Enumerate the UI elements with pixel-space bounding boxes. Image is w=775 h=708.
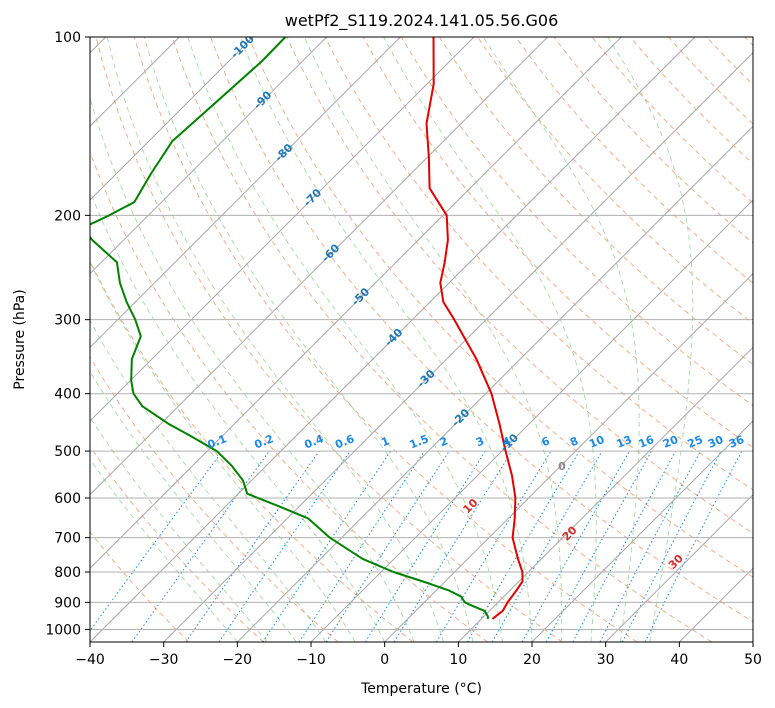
moist-adiabat-line [90,370,297,642]
isotherm-line [531,420,753,642]
x-tick-label: 20 [523,652,541,668]
y-tick-label: 700 [54,531,81,547]
x-axis-label: Temperature (°C) [360,681,482,697]
y-tick-label: 800 [54,565,81,581]
moist-adiabat-label: 0 [558,460,566,473]
isotherm-line [90,37,328,275]
profile-series [90,37,524,620]
mixing-ratio-label: 25 [686,433,705,451]
y-tick-label: 100 [54,30,81,46]
dry-adiabat-line [90,150,488,642]
mixing-ratio-line [218,450,351,642]
axis-ticks: −40 −30 −20 −10 0 10 20 30 40 5010020030040050060… [45,30,762,668]
moist-adiabat-line [90,260,356,642]
moist-adiabat-line [239,37,533,642]
y-tick-label: 500 [54,444,81,460]
chart-title: wetPf2_S119.2024.141.05.56.G06 [285,11,559,31]
dry-adiabat-line [210,37,753,623]
dry-adiabat-line [90,445,264,642]
temperature-profile-line [425,37,524,620]
mixing-ratio-label: 10 [587,433,606,451]
mixing-ratio-line [131,450,270,642]
mixing-ratio-line [325,450,450,642]
moist-adiabat-line [607,37,694,642]
isotherm-line [384,272,753,642]
y-tick-label: 200 [54,208,81,224]
isotherm-line [236,125,753,642]
y-tick-label: 600 [54,491,81,507]
mixing-ratio-label: 36 [727,433,746,451]
dry-adiabat-line [90,356,339,642]
mixing-ratio-line [298,450,425,642]
x-tick-label: −20 [223,652,253,668]
moist-adiabat-line [90,458,238,642]
mixing-ratio-label: 20 [661,433,680,451]
dry-adiabat-line [90,531,190,642]
x-tick-label: 30 [597,652,615,668]
dry-adiabat-line [95,37,563,642]
mixing-ratio-label: 16 [637,433,656,451]
mixing-ratio-label: 3 [474,434,486,449]
mixing-ratio-line [644,450,743,642]
mixing-ratio-label: 13 [615,433,634,451]
isotherm-line [90,37,401,349]
x-tick-label: 10 [449,652,467,668]
line-labels: 0.1 0.2 0.4 0.6 1 1.5 2 3 4 6 8 10 13 16 20 25 30 36-100-… [206,37,747,572]
isotherm-line [90,37,696,642]
moist-adiabat-line [90,190,386,642]
dry-adiabat-line [515,37,753,284]
mixing-ratio-label: 30 [706,433,725,451]
background-lines [90,37,753,642]
isotherm-line [90,37,254,201]
x-tick-label: 40 [670,652,688,668]
y-tick-label: 400 [54,387,81,403]
mixing-ratio-label: 2 [438,434,450,449]
moist-adiabat-line [143,37,474,642]
x-tick-label: −30 [149,652,179,668]
mixing-ratio-line [572,450,677,642]
dry-adiabat-line [400,37,753,407]
y-tick-label: 300 [54,313,81,329]
y-axis-label: Pressure (hPa) [12,289,28,389]
dewpoint-profile-line [90,37,489,619]
mixing-ratio-line [599,450,701,642]
dry-adiabat-line [439,37,753,365]
mixing-ratio-line [435,450,552,642]
moist-adiabat-line [383,37,597,642]
moist-adiabat-line [483,37,640,642]
isotherm-line [310,199,753,642]
y-tick-label: 1000 [45,622,81,638]
x-tick-label: 0 [380,652,389,668]
dry-adiabat-line [133,37,638,642]
moist-adiabat-line [187,37,503,642]
dry-adiabat-line [248,37,753,578]
mixing-ratio-line [262,450,392,642]
y-tick-label: 900 [54,595,81,611]
dry-adiabat-line [171,37,712,642]
mixing-ratio-label: 1 [379,434,391,449]
mixing-ratio-line [491,450,603,642]
isotherm-line [90,37,622,570]
mixing-ratio-label: 8 [568,434,580,449]
x-tick-label: 50 [744,652,762,668]
mixing-ratio-line [185,450,320,642]
isotherm-line [605,493,753,642]
x-tick-label: −10 [296,652,326,668]
mixing-ratio-line [545,450,653,642]
moist-adiabat-line [106,37,445,642]
moist-adiabat-line [90,416,268,642]
isotherm-line [457,346,753,642]
plot-frame [89,36,754,643]
x-tick-label: −40 [75,652,105,668]
moist-adiabat-line [303,37,563,642]
isotherm-line [90,37,475,422]
mixing-ratio-line [90,450,223,632]
isotherm-line [90,37,549,496]
